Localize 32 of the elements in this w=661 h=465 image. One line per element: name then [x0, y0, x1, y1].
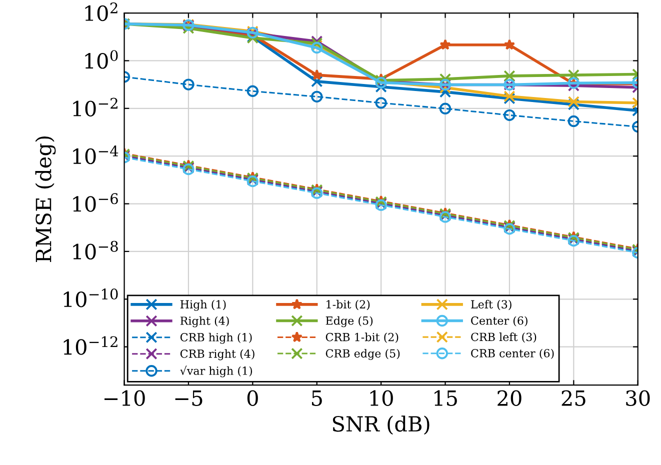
- y-tick-label: 10$^{−12}$: [64, 336, 118, 355]
- legend-label: Edge (5): [326, 316, 373, 328]
- y-axis-title: RMSE (deg): [35, 136, 56, 262]
- legend-label: Right (4): [180, 316, 229, 328]
- y-tick-label: 10$^{−2}$: [73, 98, 118, 116]
- y-tick-label: 10$^{−6}$: [73, 193, 118, 212]
- legend-label: Left (3): [471, 300, 512, 310]
- x-tick-label: 10: [370, 390, 393, 406]
- legend-label: Center (6): [471, 316, 528, 326]
- x-tick-label: 25: [562, 390, 586, 406]
- legend-label: CRB 1-bit (2): [326, 332, 398, 343]
- legend-label: CRB right (4): [180, 349, 254, 360]
- legend-label: CRB left (3): [471, 332, 536, 343]
- legend-label: High (1): [180, 300, 226, 311]
- y-tick-label: 10$^{−4}$: [73, 145, 118, 164]
- legend-label: CRB center (6): [471, 348, 554, 359]
- x-tick-label: 20: [498, 390, 522, 406]
- x-tick-label: 15: [434, 390, 457, 406]
- y-tick-label: 10$^{0}$: [85, 50, 118, 69]
- x-tick-label: −10: [104, 390, 145, 406]
- y-tick-label: 10$^{2}$: [85, 2, 118, 22]
- legend-label: CRB edge (5): [326, 348, 400, 360]
- y-tick-label: 10$^{−8}$: [73, 240, 118, 260]
- x-tick-label: 5: [312, 390, 322, 406]
- y-tick-label: 10$^{−10}$: [64, 288, 118, 308]
- legend-label: 1-bit (2): [326, 300, 370, 310]
- x-tick-label: 30: [626, 390, 650, 406]
- legend-label: √var high (1): [180, 366, 252, 378]
- legend-label: CRB high (1): [180, 332, 252, 344]
- x-tick-label: −5: [175, 390, 202, 406]
- x-tick-label: 0: [247, 390, 258, 406]
- x-axis-title: SNR (dB): [332, 416, 430, 435]
